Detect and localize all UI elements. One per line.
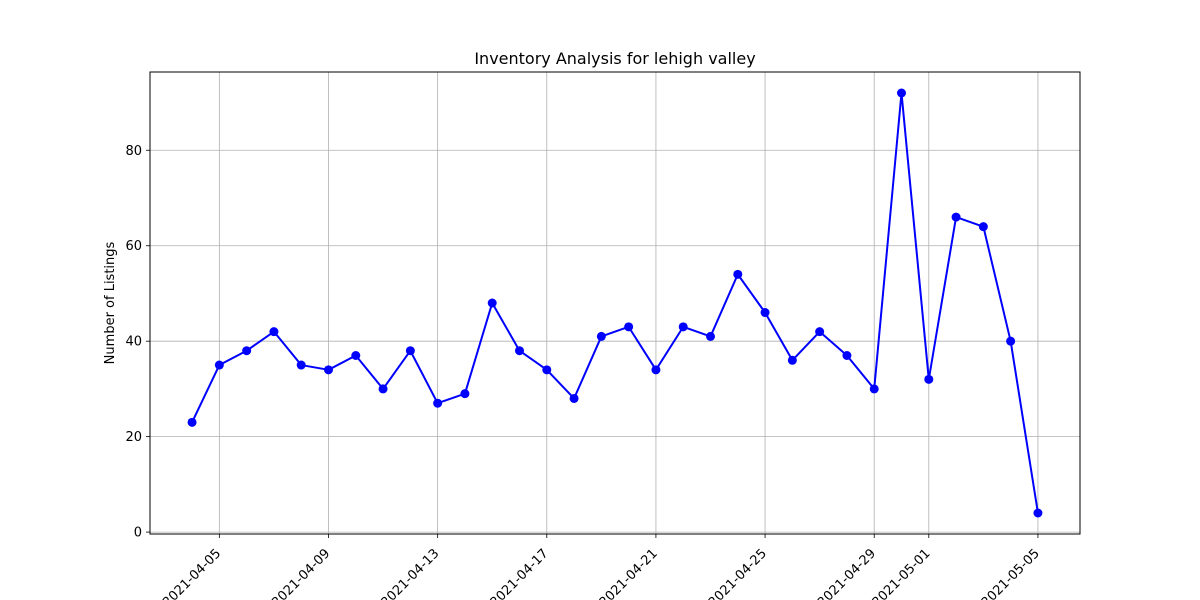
data-point bbox=[815, 327, 825, 337]
data-point bbox=[651, 365, 661, 375]
y-tick-label: 60 bbox=[125, 239, 142, 254]
x-tick-label: 2021-04-17 bbox=[488, 546, 552, 600]
x-axis-ticks: 2021-04-05 2021-04-09 2021-04-13 2021-04-17… bbox=[160, 534, 1043, 600]
data-point bbox=[842, 351, 852, 360]
data-point bbox=[323, 365, 333, 375]
data-point bbox=[978, 222, 988, 232]
x-tick-label: 2021-05-01 bbox=[870, 546, 934, 600]
chart-title: Inventory Analysis for lehigh valley bbox=[474, 49, 755, 68]
data-point bbox=[869, 384, 879, 394]
data-point bbox=[924, 374, 934, 384]
data-point bbox=[760, 308, 770, 318]
data-point bbox=[542, 365, 552, 375]
x-tick-label: 2021-05-05 bbox=[979, 546, 1043, 600]
data-point bbox=[733, 269, 743, 279]
data-points bbox=[187, 88, 1043, 518]
data-point bbox=[624, 322, 634, 332]
data-point bbox=[269, 327, 279, 337]
data-point bbox=[1033, 508, 1043, 518]
data-point bbox=[514, 346, 524, 356]
x-tick-label: 2021-04-21 bbox=[597, 546, 661, 600]
data-point bbox=[569, 393, 579, 403]
y-tick-label: 80 bbox=[125, 144, 142, 159]
data-point bbox=[596, 331, 606, 341]
data-point bbox=[296, 360, 306, 370]
data-point bbox=[351, 351, 361, 360]
y-tick-label: 0 bbox=[134, 526, 142, 541]
data-point bbox=[897, 88, 907, 98]
plot-area-frame bbox=[149, 71, 1081, 535]
y-tick-label: 40 bbox=[125, 335, 142, 350]
data-point bbox=[214, 360, 224, 370]
data-point bbox=[951, 212, 961, 222]
data-point bbox=[787, 355, 797, 365]
x-tick-label: 2021-04-13 bbox=[378, 546, 442, 600]
data-point bbox=[187, 417, 197, 427]
y-tick-label: 20 bbox=[125, 430, 142, 445]
series-line-layer bbox=[191, 92, 1039, 514]
series-line bbox=[191, 92, 1039, 514]
data-point bbox=[405, 346, 415, 356]
data-point bbox=[678, 322, 688, 332]
data-point bbox=[242, 346, 252, 356]
x-tick-label: 2021-04-09 bbox=[269, 546, 333, 600]
data-point bbox=[460, 389, 470, 399]
data-point bbox=[433, 398, 443, 408]
data-point bbox=[378, 384, 388, 394]
data-point bbox=[1006, 336, 1016, 346]
data-point bbox=[706, 331, 716, 341]
x-tick-label: 2021-04-05 bbox=[160, 546, 224, 600]
grid bbox=[150, 72, 1080, 534]
x-tick-label: 2021-04-25 bbox=[706, 546, 770, 600]
data-point bbox=[487, 298, 497, 308]
x-tick-label: 2021-04-29 bbox=[815, 546, 879, 600]
y-axis-label: Number of Listings bbox=[103, 241, 118, 364]
y-axis-ticks: 0 20 40 60 80 bbox=[125, 144, 150, 541]
